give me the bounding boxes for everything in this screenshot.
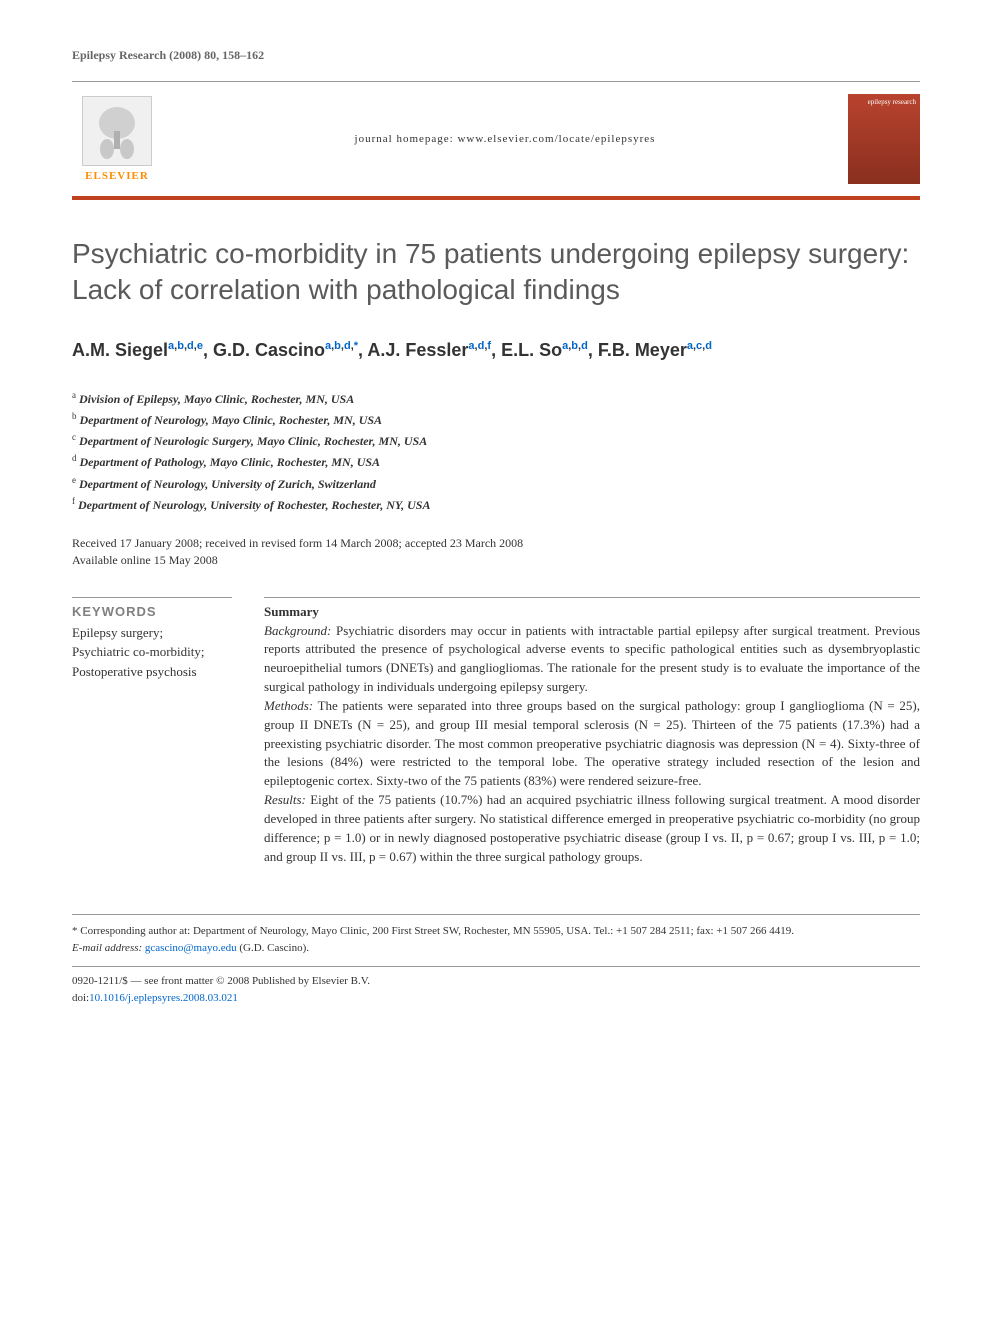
affiliations: a Division of Epilepsy, Mayo Clinic, Roc… (72, 388, 920, 515)
author-list: A.M. Siegela,b,d,e, G.D. Cascinoa,b,d,*,… (72, 337, 920, 364)
affiliation-line: c Department of Neurologic Surgery, Mayo… (72, 430, 920, 451)
elsevier-tree-icon (82, 96, 152, 166)
summary-column: Summary Background: Psychiatric disorder… (264, 597, 920, 867)
journal-cover-thumbnail: epilepsy research (848, 94, 920, 184)
publisher-logo: ELSEVIER (72, 96, 162, 182)
journal-header: ELSEVIER journal homepage: www.elsevier.… (72, 81, 920, 200)
article-title: Psychiatric co-morbidity in 75 patients … (72, 236, 920, 309)
affiliation-line: e Department of Neurology, University of… (72, 473, 920, 494)
summary-text: Background: Psychiatric disorders may oc… (264, 622, 920, 867)
affiliation-line: f Department of Neurology, University of… (72, 494, 920, 515)
email-link[interactable]: gcascino@mayo.edu (145, 942, 237, 954)
article-dates: Received 17 January 2008; received in re… (72, 535, 920, 569)
body-section: KEYWORDS Epilepsy surgery;Psychiatric co… (72, 597, 920, 867)
keywords-list: Epilepsy surgery;Psychiatric co-morbidit… (72, 623, 232, 682)
citation-bar: Epilepsy Research (2008) 80, 158–162 (72, 48, 920, 63)
publisher-name: ELSEVIER (85, 170, 149, 182)
methods-label: Methods: (264, 698, 313, 713)
doi-link[interactable]: 10.1016/j.eplepsyres.2008.03.021 (89, 992, 238, 1004)
email-line: E-mail address: gcascino@mayo.edu (G.D. … (72, 940, 920, 957)
received-date: Received 17 January 2008; received in re… (72, 535, 920, 552)
keywords-heading: KEYWORDS (72, 597, 232, 619)
background-label: Background: (264, 623, 331, 638)
keywords-column: KEYWORDS Epilepsy surgery;Psychiatric co… (72, 597, 232, 867)
footer-divider (72, 966, 920, 967)
journal-homepage: journal homepage: www.elsevier.com/locat… (162, 133, 848, 145)
affiliation-line: d Department of Pathology, Mayo Clinic, … (72, 451, 920, 472)
affiliation-line: a Division of Epilepsy, Mayo Clinic, Roc… (72, 388, 920, 409)
background-text: Psychiatric disorders may occur in patie… (264, 623, 920, 695)
online-date: Available online 15 May 2008 (72, 552, 920, 569)
methods-text: The patients were separated into three g… (264, 698, 920, 788)
affiliation-line: b Department of Neurology, Mayo Clinic, … (72, 409, 920, 430)
footer: * Corresponding author at: Department of… (72, 914, 920, 1006)
corresponding-author: * Corresponding author at: Department of… (72, 923, 920, 940)
doi-line: doi:10.1016/j.eplepsyres.2008.03.021 (72, 990, 920, 1007)
summary-heading: Summary (264, 604, 920, 620)
results-text: Eight of the 75 patients (10.7%) had an … (264, 792, 920, 864)
copyright-line: 0920-1211/$ — see front matter © 2008 Pu… (72, 973, 920, 990)
results-label: Results: (264, 792, 306, 807)
